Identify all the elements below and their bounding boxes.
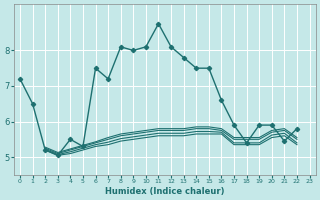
X-axis label: Humidex (Indice chaleur): Humidex (Indice chaleur) <box>105 187 225 196</box>
